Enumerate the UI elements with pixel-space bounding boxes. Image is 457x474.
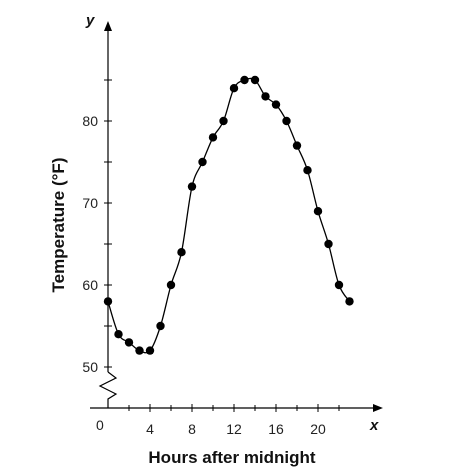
ticks: 4 8 12 16 20 50 60 70 80 [82,79,340,437]
data-point-hour-5 [156,321,165,331]
data-point-hour-2 [124,338,134,347]
x-tick-label-16: 16 [268,421,284,437]
data-point-hour-23 [345,297,354,306]
y-tick-label-80: 80 [82,113,98,129]
data-point-hour-0 [103,297,113,306]
data-point-hour-3 [135,346,144,355]
x-tick-label-12: 12 [226,421,242,437]
y-axis-letter: y [85,12,95,29]
x-tick-label-20: 20 [310,421,326,437]
axis-labels: y x 0 Hours after midnight Temperature (… [49,12,379,467]
axes [90,21,383,412]
data-point-hour-10 [208,133,218,142]
series-line-0 [107,77,351,354]
data-point-hour-18 [292,141,302,150]
data-point-hour-7 [177,248,186,257]
data-point-hour-4 [145,346,155,355]
x-tick-label-4: 4 [146,421,154,437]
y-tick-label-50: 50 [82,359,98,375]
x-axis-title: Hours after midnight [148,448,316,467]
data-point-hour-21 [324,239,333,249]
data-point-hour-20 [313,207,323,216]
data-point-hour-12 [229,84,239,93]
data-point-hour-6 [166,280,176,290]
x-tick-label-8: 8 [188,421,196,437]
data-point-hour-16 [271,100,281,109]
y-tick-label-60: 60 [82,277,98,293]
data-point-hour-17 [282,116,291,126]
data-point-hour-1 [114,330,123,339]
data-point-hour-13 [240,75,249,85]
data-point-hour-19 [303,166,312,175]
origin-label: 0 [96,417,104,433]
x-axis-letter: x [369,417,379,434]
y-axis-arrow [104,21,112,31]
data-point-hour-15 [261,92,270,101]
x-axis-arrow [373,404,383,412]
data-point-hour-11 [219,116,228,126]
series [103,75,354,355]
data-point-hour-22 [334,280,344,290]
y-tick-label-70: 70 [82,195,98,211]
data-point-hour-8 [187,182,197,191]
data-point-hour-9 [198,157,207,167]
y-axis-break [98,371,118,408]
data-point-hour-14 [250,75,260,85]
y-axis-title: Temperature (°F) [49,158,68,293]
